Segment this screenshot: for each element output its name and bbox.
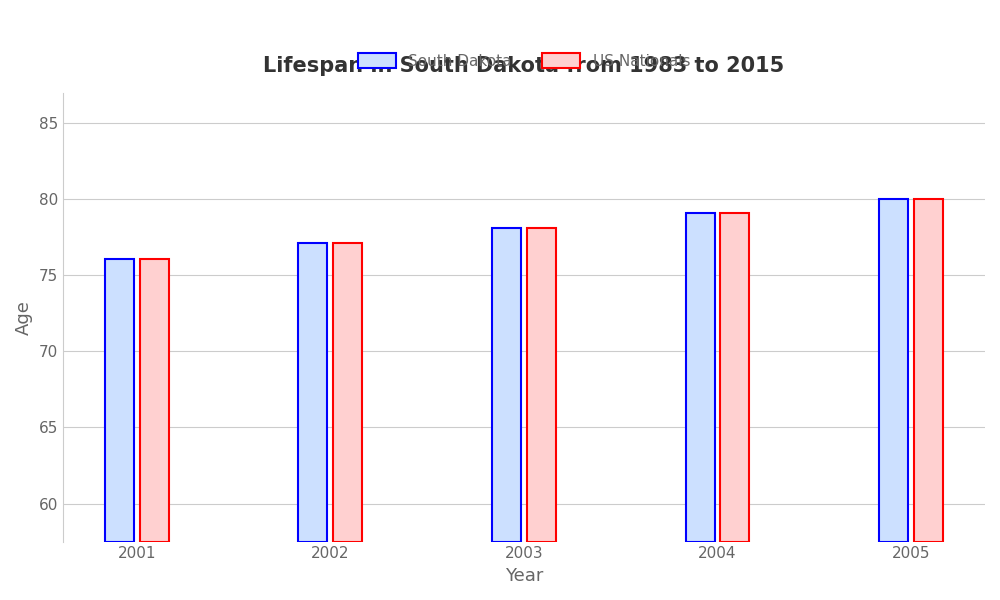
Legend: South Dakota, US Nationals: South Dakota, US Nationals	[352, 47, 696, 75]
Bar	[105, 259, 134, 542]
Bar	[333, 244, 362, 542]
Bar	[914, 199, 943, 542]
Bar	[720, 213, 749, 542]
Bar	[492, 228, 521, 542]
Bar	[298, 244, 327, 542]
Bar	[140, 259, 169, 542]
X-axis label: Year: Year	[505, 567, 543, 585]
Bar	[879, 199, 908, 542]
Bar	[686, 213, 715, 542]
Y-axis label: Age: Age	[15, 300, 33, 335]
Bar	[527, 228, 556, 542]
Title: Lifespan in South Dakota from 1983 to 2015: Lifespan in South Dakota from 1983 to 20…	[263, 56, 785, 76]
